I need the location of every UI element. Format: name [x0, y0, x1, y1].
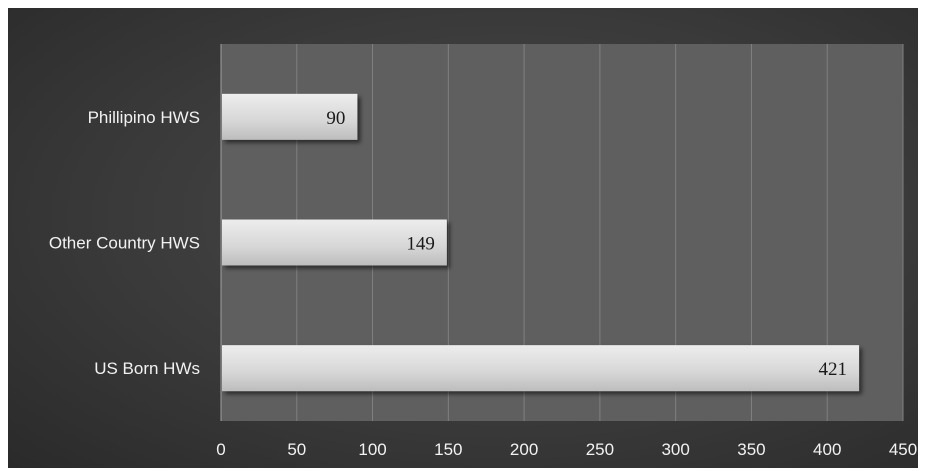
x-tick-labels: 0 50 100 150 200 250 300 350 400 450	[216, 440, 917, 459]
x-tick-label: 0	[216, 440, 225, 459]
x-tick-label: 450	[889, 440, 917, 459]
x-tick-label: 300	[661, 440, 689, 459]
bar-value-label: 90	[326, 108, 345, 129]
category-label: Phillipino HWS	[88, 108, 200, 127]
bars	[222, 93, 860, 392]
category-label: US Born HWs	[94, 359, 200, 378]
x-tick-label: 200	[510, 440, 538, 459]
data-labels: 421 149 90	[326, 108, 847, 380]
x-tick-label: 100	[358, 440, 386, 459]
bar	[222, 219, 447, 266]
x-tick-label: 50	[287, 440, 306, 459]
x-tick-label: 400	[813, 440, 841, 459]
bar-value-label: 149	[406, 234, 435, 255]
x-tick-label: 350	[737, 440, 765, 459]
x-tick-label: 150	[434, 440, 462, 459]
bar-value-label: 421	[819, 359, 848, 380]
x-tick-label: 250	[586, 440, 614, 459]
bar	[222, 345, 860, 392]
bar	[222, 93, 358, 140]
category-labels: US Born HWs Other Country HWS Phillipino H…	[49, 108, 200, 378]
category-label: Other Country HWS	[49, 234, 200, 253]
